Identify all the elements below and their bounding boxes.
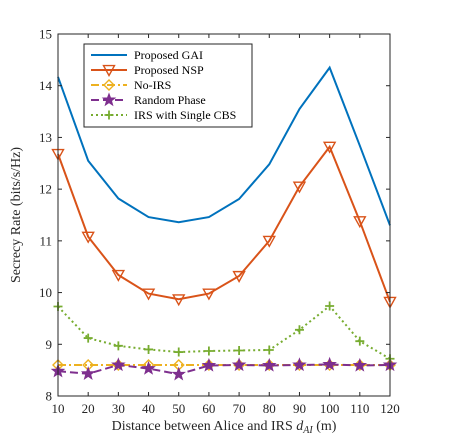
series-3 — [50, 356, 398, 381]
legend-label: Random Phase — [134, 93, 206, 107]
data-point — [292, 181, 307, 194]
data-point — [111, 269, 126, 282]
legend-marker — [103, 79, 115, 91]
x-tick-label: 20 — [82, 401, 95, 416]
data-point — [322, 356, 337, 371]
y-tick-label: 15 — [39, 27, 52, 42]
plot-frame — [57, 33, 391, 397]
data-point — [232, 270, 246, 283]
x-axis-label-text: Distance between Alice and IRS — [112, 419, 297, 434]
x-tick-label: 110 — [350, 401, 369, 416]
x-tick-label: 90 — [293, 401, 306, 416]
series-line-0 — [57, 65, 391, 226]
data-point — [144, 344, 154, 354]
data-point — [141, 288, 156, 301]
data-point — [231, 357, 247, 372]
x-axis-label-unit: (m) — [313, 419, 337, 434]
x-axis-label-subscript: AI — [302, 425, 313, 436]
x-tick-label: 40 — [142, 401, 155, 416]
data-point — [325, 301, 335, 311]
x-tick-label: 30 — [112, 401, 125, 416]
data-point — [111, 357, 126, 372]
y-tick-label: 12 — [39, 182, 52, 197]
data-point — [174, 347, 184, 357]
data-point — [141, 360, 156, 375]
data-point — [113, 341, 123, 351]
legend-label: Proposed NSP — [134, 63, 204, 77]
legend-label: IRS with Single CBS — [134, 108, 236, 122]
series-layer — [50, 65, 398, 381]
x-tick-label: 120 — [380, 401, 400, 416]
series-line-4 — [57, 304, 391, 360]
data-point — [202, 288, 216, 301]
x-tick-label: 70 — [233, 401, 246, 416]
x-tick-label: 10 — [52, 401, 65, 416]
legend-label: Proposed GAI — [134, 48, 203, 62]
y-tick-label: 10 — [39, 285, 52, 300]
x-tick-label: 80 — [263, 401, 276, 416]
series-0 — [57, 65, 391, 226]
x-axis-label: Distance between Alice and IRS dAI (m) — [112, 419, 337, 436]
y-tick-label: 8 — [46, 389, 53, 404]
data-point — [201, 357, 217, 372]
y-tick-label: 9 — [46, 337, 53, 352]
data-point — [80, 366, 96, 380]
y-axis-label: Secrecy Rate (bits/s/Hz) — [9, 147, 24, 283]
data-point — [352, 357, 368, 372]
data-point — [355, 336, 365, 346]
data-point — [172, 294, 186, 307]
data-point — [262, 235, 276, 248]
data-point — [353, 216, 367, 229]
data-point — [204, 346, 214, 356]
legend-marker — [101, 92, 117, 107]
x-tick-label: 60 — [202, 401, 215, 416]
x-tick-label: 100 — [320, 401, 340, 416]
x-axis-label-symbol: d — [296, 419, 304, 434]
data-point — [81, 231, 95, 244]
y-tick-label: 13 — [39, 130, 52, 145]
ticks-layer: 10 20 30 40 50 60 70 80 90 100 110 120 8 9 10 11 12 13 14 1… — [39, 27, 400, 417]
data-point — [292, 357, 307, 372]
legend-label: No-IRS — [134, 78, 171, 92]
y-tick-label: 11 — [39, 233, 52, 248]
data-point — [171, 366, 187, 381]
legend-marker — [102, 64, 116, 77]
data-point — [294, 325, 304, 335]
y-tick-label: 14 — [39, 78, 53, 93]
data-point — [83, 333, 93, 343]
series-line-3 — [57, 363, 391, 376]
data-point — [261, 357, 277, 372]
data-point — [264, 345, 274, 355]
data-point — [322, 141, 337, 154]
series-line-1 — [57, 144, 391, 303]
legend-marker — [104, 110, 114, 120]
data-point — [234, 345, 244, 355]
x-tick-label: 50 — [172, 401, 185, 416]
